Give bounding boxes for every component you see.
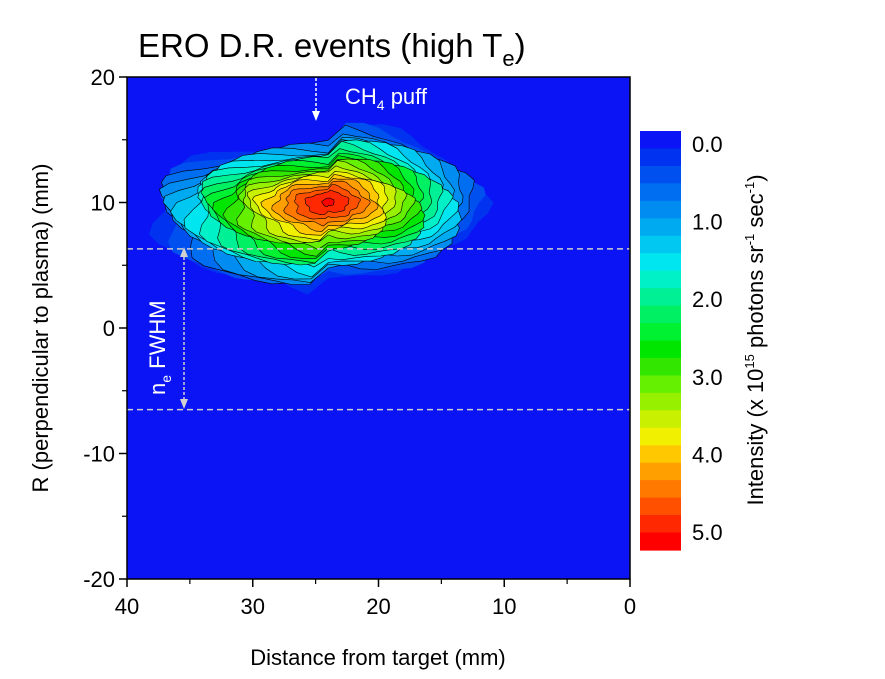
colorbar-segment [640,410,681,429]
colorbar-tick-label: 5.0 [692,520,723,545]
colorbar-label-p0: Intensity (x 10 [743,369,768,506]
colorbar-segment [640,131,681,150]
puff-arrow [312,78,320,121]
fwhm-label-main: n [145,383,170,395]
y-tick-label: 0 [103,316,115,341]
colorbar [640,131,681,551]
chart-title-sub: e [502,46,514,71]
colorbar-segment [640,532,681,551]
colorbar-segment [640,270,681,289]
colorbar-segment [640,340,681,359]
puff-label-main: CH [345,84,377,109]
colorbar-segment [640,148,681,167]
colorbar-segment [640,200,681,219]
colorbar-segment [640,183,681,202]
colorbar-label-p4: sec [743,193,768,233]
contour-layers [148,122,494,295]
colorbar-segment [640,480,681,499]
contour-level-23 [321,197,335,207]
y-tick-label: 20 [91,65,115,90]
chart-title-close: ) [515,27,526,64]
colorbar-label-p2: photons sr [743,245,768,354]
colorbar-segment [640,235,681,254]
colorbar-tick-label: 1.0 [692,210,723,235]
chart-title: ERO D.R. events (high Te) [138,27,526,71]
colorbar-tick-labels: 0.0 1.0 2.0 3.0 4.0 5.0 [692,132,723,545]
colorbar-segment [640,497,681,516]
y-tick-label: -20 [83,567,115,592]
colorbar-segment [640,462,681,481]
fwhm-label-sub: e [158,375,174,383]
fwhm-label: ne FWHM [145,300,174,395]
colorbar-segment [640,305,681,324]
colorbar-segment [640,253,681,272]
x-tick-label: 40 [115,594,139,619]
x-tick-label: 10 [492,594,516,619]
x-tick-label: 20 [366,594,390,619]
colorbar-label-p3: -1 [742,234,757,246]
colorbar-segment [640,323,681,342]
colorbar-label-p6: ) [743,174,768,181]
colorbar-segment [640,375,681,394]
colorbar-label-p1: 15 [742,354,757,368]
puff-label: CH4 puff [345,84,428,113]
puff-label-rest: puff [385,84,428,109]
fwhm-label-rest: FWHM [145,300,170,375]
x-axis-label: Distance from target (mm) [250,645,506,670]
colorbar-segment [640,288,681,307]
x-tick-label: 0 [624,594,636,619]
colorbar-segment [640,515,681,534]
puff-label-sub: 4 [377,97,385,113]
y-tick-label: -10 [83,442,115,467]
y-axis-ticks: 20 10 0 -10 -20 [83,65,127,592]
colorbar-tick-label: 0.0 [692,132,723,157]
colorbar-label: Intensity (x 1015 photons sr-1 sec-1) [742,174,768,505]
colorbar-tick-label: 3.0 [692,365,723,390]
chart-title-main: ERO D.R. events (high T [138,27,502,64]
fwhm-lines [127,248,630,411]
y-tick-label: 10 [91,191,115,216]
x-axis-ticks: 40 30 20 10 0 [115,579,636,619]
colorbar-tick-label: 2.0 [692,287,723,312]
x-tick-label: 30 [241,594,265,619]
fwhm-arrow [180,247,188,409]
colorbar-segment [640,165,681,184]
colorbar-tick-label: 4.0 [692,442,723,467]
colorbar-segment [640,357,681,377]
y-axis-label: R (perpendicular to plasma) (mm) [28,164,53,493]
colorbar-segment [640,445,681,464]
colorbar-label-p5: -1 [742,182,757,194]
colorbar-segment [640,427,681,446]
colorbar-segment [640,392,681,411]
colorbar-segment [640,218,681,237]
